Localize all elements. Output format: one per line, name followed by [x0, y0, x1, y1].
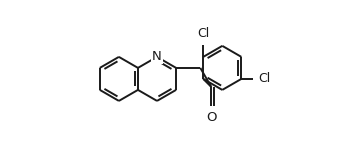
- Text: Cl: Cl: [197, 27, 210, 40]
- Text: N: N: [152, 50, 162, 63]
- Text: O: O: [206, 111, 217, 124]
- Text: Cl: Cl: [259, 72, 271, 85]
